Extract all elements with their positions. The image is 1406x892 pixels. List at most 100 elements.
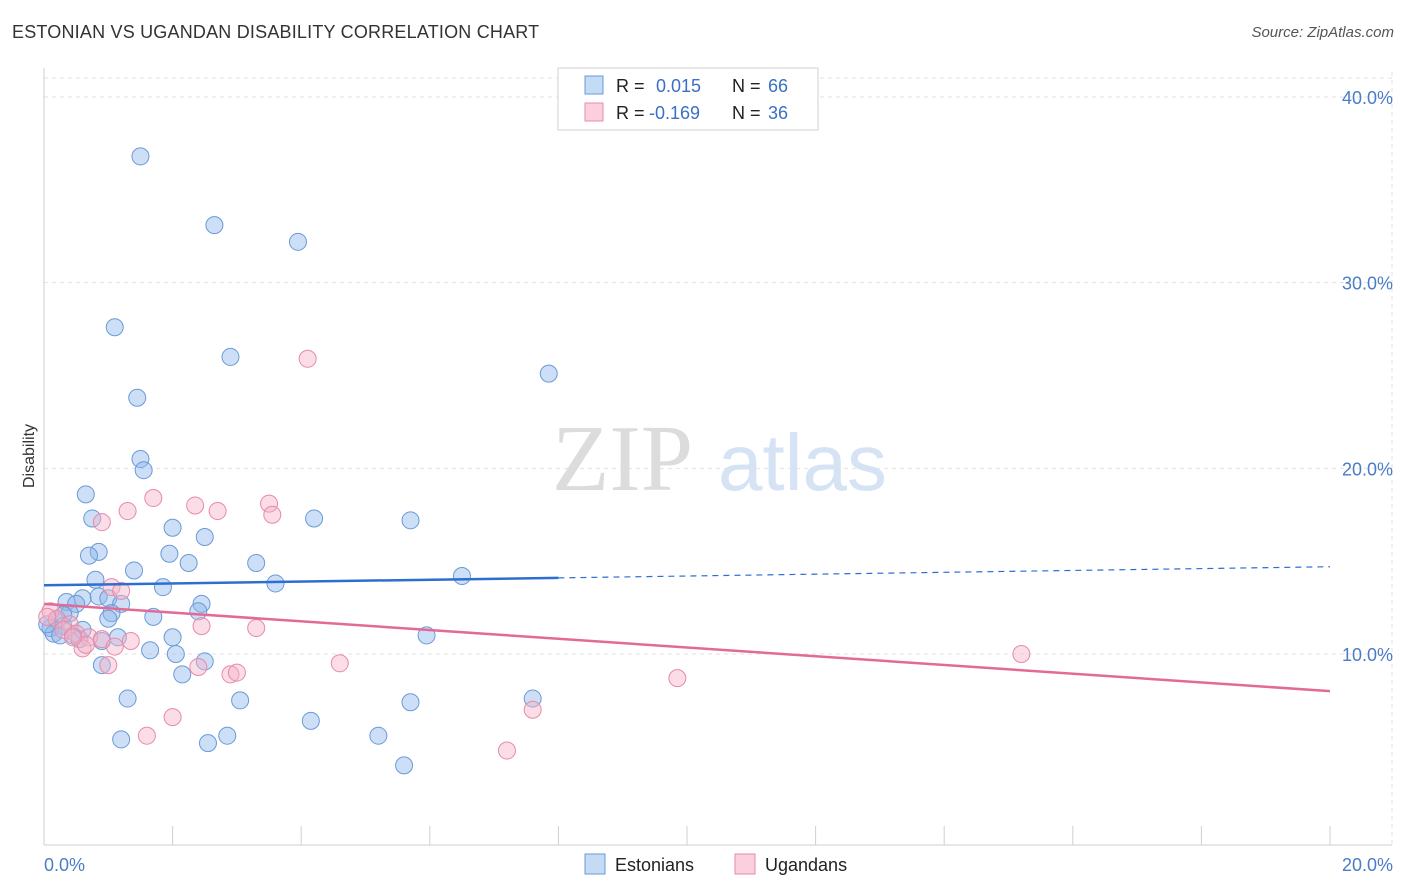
point-estonians-44 [163,628,182,647]
point-ugandans-29 [523,700,542,719]
point-ugandans-35 [63,628,82,647]
point-ugandans-3 [260,494,279,513]
point-estonians-60 [369,726,388,745]
point-ugandans-24 [227,663,246,682]
point-estonians-12 [305,509,324,528]
point-ugandans-21 [105,637,124,656]
point-ugandans-22 [189,657,208,676]
point-estonians-19 [247,554,266,573]
trend-line-estonians [43,576,559,587]
point-estonians-59 [218,726,237,745]
stats-swatch-estonians [584,75,604,95]
stats-n-value-0: 66 [768,76,788,96]
point-estonians-13 [401,511,420,530]
stats-swatch-ugandans [584,102,604,122]
watermark-atlas: atlas [718,418,887,507]
point-estonians-14 [195,528,214,547]
trend-lines [43,566,1331,693]
point-ugandans-7 [92,513,111,532]
point-estonians-39 [44,624,63,643]
point-ugandans-10 [41,602,60,621]
point-ugandans-23 [221,665,240,684]
point-ugandans-34 [38,607,57,626]
y-tick-label-2: 30.0% [1342,274,1393,294]
y-axis-label: Disability [21,424,38,488]
point-estonians-51 [173,665,192,684]
point-ugandans-6 [263,505,282,524]
watermark-zip: ZIP [552,407,693,511]
point-estonians-56 [301,711,320,730]
stats-r-label-0: R = [616,76,645,96]
stats-r-value-1: -0.169 [649,103,700,123]
trend-line-ugandans [43,602,1331,693]
point-estonians-57 [112,730,131,749]
point-ugandans-8 [102,578,121,597]
point-estonians-3 [105,318,124,337]
point-estonians-54 [401,693,420,712]
point-ugandans-28 [668,669,687,688]
legend-label-estonians: Estonians [615,855,694,875]
point-estonians-20 [125,561,144,580]
chart-title: ESTONIAN VS UGANDAN DISABILITY CORRELATI… [12,22,540,42]
axes [43,68,1392,846]
stats-n-label-1: N = [732,103,761,123]
point-estonians-17 [160,544,179,563]
stats-n-label-0: N = [732,76,761,96]
stats-r-label-1: R = [616,103,645,123]
point-estonians-15 [89,542,108,561]
point-estonians-22 [266,574,285,593]
point-estonians-23 [452,567,471,586]
x-tick-label-1: 20.0% [1342,855,1393,875]
point-ugandans-5 [208,502,227,521]
point-ugandans-33 [54,620,73,639]
point-estonians-52 [118,689,137,708]
point-estonians-2 [288,232,307,251]
point-estonians-48 [166,645,185,663]
y-tick-label-3: 40.0% [1342,88,1393,108]
point-ugandans-32 [497,741,516,760]
point-ugandans-0 [298,349,317,368]
point-estonians-16 [80,546,99,565]
point-estonians-9 [76,485,95,504]
point-ugandans-14 [247,619,266,638]
point-estonians-7 [131,450,150,469]
point-ugandans-27 [1012,645,1031,663]
point-ugandans-30 [163,708,182,727]
point-ugandans-4 [118,502,137,521]
point-estonians-5 [539,364,558,383]
point-estonians-4 [221,347,240,366]
point-estonians-1 [205,216,224,235]
point-estonians-36 [99,609,118,628]
point-estonians-18 [179,554,198,573]
point-ugandans-9 [112,581,131,600]
stats-legend: R = 0.015 N = 66 R = -0.169 N = 36 [557,67,819,131]
legend-swatch-estonians [584,853,606,875]
point-ugandans-18 [121,632,140,651]
y-tick-label-1: 20.0% [1342,459,1393,479]
trend-line-estonians-extension [558,566,1331,579]
point-estonians-61 [395,756,414,775]
point-estonians-0 [131,147,150,166]
point-ugandans-26 [330,654,349,673]
point-ugandans-31 [137,726,156,745]
series-estonians-points [38,147,558,775]
stats-r-value-0: 0.015 [656,76,701,96]
stats-n-value-1: 36 [768,103,788,123]
point-estonians-8 [134,461,153,480]
tick-labels: 10.0% 20.0% 30.0% 40.0% 0.0% 20.0% [44,88,1393,875]
legend-swatch-ugandans [734,853,756,875]
point-ugandans-2 [186,496,205,515]
point-ugandans-1 [144,489,163,508]
point-estonians-10 [83,509,102,528]
point-estonians-58 [198,734,217,753]
point-estonians-34 [189,602,208,621]
point-ugandans-13 [192,617,211,636]
point-estonians-6 [128,388,147,407]
point-estonians-47 [141,641,160,660]
series-legend: Estonians Ugandans [584,853,847,875]
point-estonians-53 [231,691,250,710]
point-ugandans-25 [99,656,118,675]
x-tick-label-0: 0.0% [44,855,85,875]
y-tick-label-0: 10.0% [1342,645,1393,665]
